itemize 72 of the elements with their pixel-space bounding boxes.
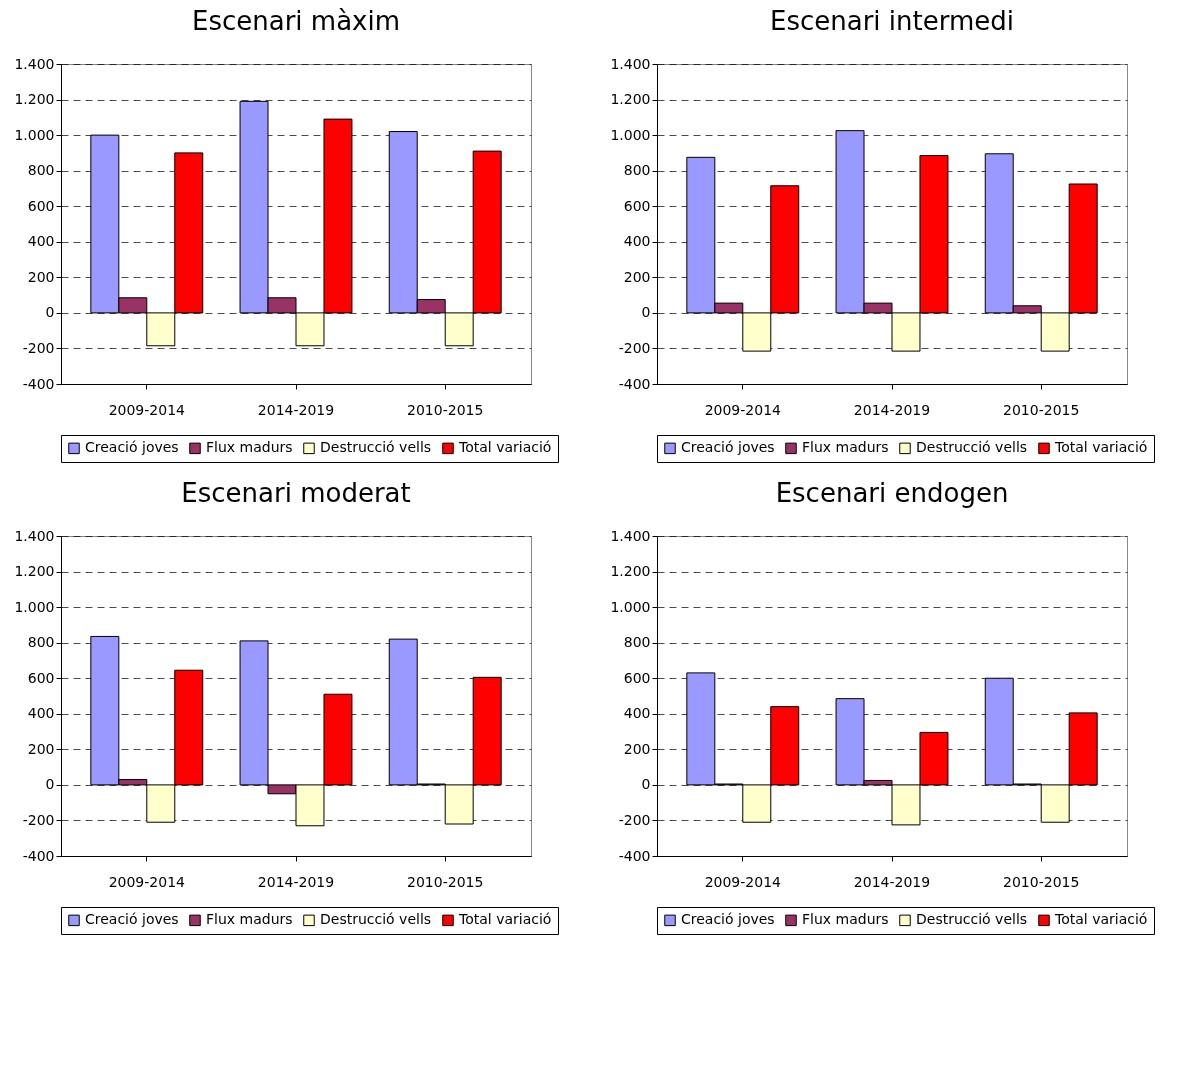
legend-label: Flux madurs	[206, 439, 293, 456]
legend-label: Creació joves	[85, 439, 179, 456]
legend-label: Flux madurs	[802, 911, 889, 928]
legend-label: Destrucció vells	[916, 439, 1028, 456]
chart-title: Escenari endogen	[775, 478, 1009, 508]
y-tick-label: 200	[623, 740, 651, 757]
y-tick-label: 800	[623, 634, 651, 651]
x-tick-label: 2009-2014	[704, 873, 782, 890]
y-tick-label: 600	[623, 197, 651, 214]
x-tick-label: 2014-2019	[853, 873, 931, 890]
legend-label: Destrucció vells	[320, 911, 432, 928]
y-tick-label: 200	[623, 268, 651, 285]
y-tick-label: -200	[22, 339, 55, 356]
legend-label: Destrucció vells	[916, 911, 1028, 928]
y-tick-label: 0	[45, 776, 55, 793]
legend-label: Destrucció vells	[320, 439, 432, 456]
y-tick-label: 400	[27, 705, 55, 722]
y-tick-label: 0	[641, 776, 651, 793]
y-tick-label: -200	[618, 811, 651, 828]
x-tick-label: 2009-2014	[704, 401, 782, 418]
legend-label: Total variació	[458, 911, 552, 928]
x-tick-label: 2010-2015	[407, 873, 484, 890]
y-tick-label: 1.000	[14, 126, 55, 143]
y-tick-label: 400	[27, 233, 55, 250]
chart-title: Escenari màxim	[191, 6, 401, 36]
y-tick-label: -200	[22, 811, 55, 828]
x-tick-label: 2009-2014	[108, 873, 186, 890]
y-tick-label: -200	[618, 339, 651, 356]
y-tick-label: 0	[45, 304, 55, 321]
y-tick-label: 200	[27, 740, 55, 757]
legend-label: Creació joves	[85, 911, 179, 928]
chart-title: Escenari moderat	[181, 478, 411, 508]
y-tick-label: 0	[641, 304, 651, 321]
legend-label: Total variació	[458, 439, 552, 456]
y-tick-label: 600	[27, 669, 55, 686]
legend-label: Total variació	[1054, 911, 1148, 928]
x-tick-label: 2014-2019	[257, 873, 335, 890]
y-tick-label: 1.000	[14, 598, 55, 615]
y-tick-label: 600	[27, 197, 55, 214]
y-tick-label: 1.200	[14, 563, 55, 580]
x-tick-label: 2010-2015	[407, 401, 484, 418]
y-tick-label: -400	[618, 847, 651, 864]
y-tick-label: 1.000	[610, 126, 651, 143]
y-tick-label: -400	[22, 375, 55, 392]
x-tick-label: 2014-2019	[853, 401, 931, 418]
chart-title: Escenari intermedi	[769, 6, 1015, 36]
y-tick-label: 1.000	[610, 598, 651, 615]
y-tick-label: 200	[27, 268, 55, 285]
legend-label: Total variació	[1054, 439, 1148, 456]
y-tick-label: 400	[623, 705, 651, 722]
legend-label: Creació joves	[681, 439, 775, 456]
y-tick-label: 1.400	[14, 527, 55, 544]
y-tick-label: 1.200	[14, 91, 55, 108]
y-tick-label: 800	[27, 634, 55, 651]
x-tick-label: 2009-2014	[108, 401, 186, 418]
y-tick-label: 400	[623, 233, 651, 250]
y-tick-label: 800	[623, 162, 651, 179]
y-tick-label: -400	[618, 375, 651, 392]
y-tick-label: 1.400	[610, 527, 651, 544]
legend-label: Creació joves	[681, 911, 775, 928]
y-tick-label: -400	[22, 847, 55, 864]
legend-label: Flux madurs	[206, 911, 293, 928]
y-tick-label: 1.400	[14, 55, 55, 72]
x-tick-label: 2010-2015	[1003, 873, 1080, 890]
x-tick-label: 2014-2019	[257, 401, 335, 418]
y-tick-label: 600	[623, 669, 651, 686]
y-tick-label: 1.200	[610, 563, 651, 580]
y-tick-label: 800	[27, 162, 55, 179]
y-tick-label: 1.200	[610, 91, 651, 108]
legend-label: Flux madurs	[802, 439, 889, 456]
y-tick-label: 1.400	[610, 55, 651, 72]
x-tick-label: 2010-2015	[1003, 401, 1080, 418]
